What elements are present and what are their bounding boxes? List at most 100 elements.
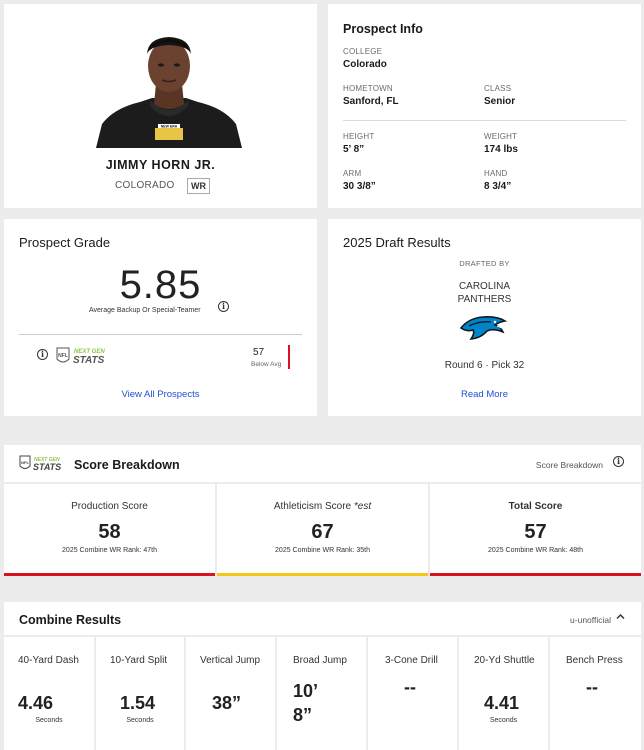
score-label: Production Score	[71, 501, 148, 512]
team-name-line2: PANTHERS	[457, 294, 512, 305]
class-label: CLASS	[484, 84, 512, 93]
ngs-score-bar	[288, 345, 290, 369]
score-value: 58	[98, 521, 121, 543]
svg-text:STATS: STATS	[73, 355, 105, 366]
player-college: COLORADO	[115, 180, 175, 191]
score-bar	[217, 573, 428, 576]
combine-value: 4.46	[18, 693, 54, 713]
combine-item-10-yard-split: 10-Yard Split 1.54 Seconds	[96, 637, 184, 750]
score-rank: 2025 Combine WR Rank: 48th	[488, 547, 583, 554]
athleticism-score-box: Athleticism Score *est 67 2025 Combine W…	[217, 484, 428, 576]
score-value: 67	[311, 521, 334, 543]
hand-label: HAND	[484, 169, 508, 178]
weight-label: WEIGHT	[484, 132, 518, 141]
prospect-info-title: Prospect Info	[343, 22, 423, 36]
view-all-prospects-link[interactable]: View All Prospects	[121, 389, 200, 400]
total-score-box: Total Score 57 2025 Combine WR Rank: 48t…	[430, 484, 641, 576]
combine-item-3-cone-drill: 3-Cone Drill --	[368, 637, 457, 750]
score-breakdown-label[interactable]: Score Breakdown	[535, 460, 603, 470]
panthers-logo-icon	[459, 314, 508, 347]
score-label: Total Score	[508, 501, 563, 512]
combine-value: 38”	[212, 693, 242, 713]
divider	[343, 120, 626, 121]
hometown-value: Sanford, FL	[343, 96, 399, 107]
score-breakdown-header: NFL NEXT GEN STATS Score Breakdown Score…	[4, 445, 641, 482]
college-label: COLLEGE	[343, 47, 383, 56]
height-value: 5’ 8”	[343, 144, 365, 155]
combine-value: --	[404, 677, 416, 697]
player-name: JIMMY HORN JR.	[105, 158, 216, 172]
combine-unit: Seconds	[126, 717, 154, 724]
next-gen-stats-logo: NFL NEXT GEN STATS	[19, 455, 71, 478]
combine-item-bench-press: Bench Press --	[550, 637, 641, 750]
position-badge: WR	[187, 178, 210, 194]
svg-text:NEW ERA: NEW ERA	[161, 125, 178, 129]
combine-value: --	[586, 677, 598, 697]
chevron-up-icon[interactable]	[616, 612, 625, 623]
combine-results-title: Combine Results	[19, 613, 122, 627]
hometown-label: HOMETOWN	[343, 84, 393, 93]
score-label: Athleticism Score *est	[273, 501, 372, 512]
read-more-link[interactable]: Read More	[461, 389, 508, 400]
height-field: HEIGHT 5’ 8”	[343, 132, 374, 155]
combine-label: 40-Yard Dash	[18, 655, 79, 666]
combine-label: 3-Cone Drill	[385, 655, 438, 666]
player-photo: NEW ERA	[92, 28, 246, 148]
combine-item-vertical-jump: Vertical Jump 38”	[186, 637, 275, 750]
svg-text:NEXT GEN: NEXT GEN	[74, 349, 105, 355]
hand-field: HAND 8 3/4”	[484, 169, 511, 192]
draft-results-title: 2025 Draft Results	[343, 235, 451, 250]
hand-value: 8 3/4”	[484, 181, 512, 192]
arm-label: ARM	[343, 169, 362, 178]
next-gen-stats-logo: NFL NEXT GEN STATS	[56, 346, 120, 371]
draft-results-card: 2025 Draft Results DRAFTED BY CAROLINA P…	[328, 219, 641, 416]
combine-label: 20-Yd Shuttle	[474, 655, 535, 666]
class-value: Senior	[484, 96, 516, 107]
ngs-score-value: 57	[253, 347, 265, 358]
ngs-info-icon[interactable]: i	[37, 349, 48, 360]
combine-unit: Seconds	[35, 717, 63, 724]
combine-value: 1.54	[120, 693, 156, 713]
height-label: HEIGHT	[343, 132, 375, 141]
grade-description: Average Backup Or Special-Teamer	[89, 307, 201, 314]
score-breakdown-title: Score Breakdown	[74, 458, 180, 472]
drafted-by-label: DRAFTED BY	[459, 259, 510, 268]
ngs-score-subtext: Below Avg	[251, 361, 282, 368]
arm-field: ARM 30 3/8”	[343, 169, 376, 192]
grade-value: 5.85	[119, 263, 202, 307]
logo-text-2: STATS	[33, 462, 61, 472]
draft-team-name: CAROLINA PANTHERS	[328, 280, 641, 306]
logo-text-1: NEXT GEN	[34, 457, 60, 463]
divider	[19, 334, 302, 335]
weight-value: 174 lbs	[484, 144, 518, 155]
score-value: 57	[524, 521, 547, 543]
combine-item-broad-jump: Broad Jump 10’ 8”	[277, 637, 366, 750]
score-bar	[4, 573, 215, 576]
combine-label: 10-Yard Split	[110, 655, 168, 666]
score-rank: 2025 Combine WR Rank: 47th	[62, 547, 157, 554]
prospect-grade-card: Prospect Grade 5.85 Average Backup Or Sp…	[4, 219, 317, 416]
arm-value: 30 3/8”	[343, 181, 376, 192]
prospect-info-card: Prospect Info COLLEGE Colorado HOMETOWN …	[328, 4, 641, 208]
info-icon[interactable]: i	[218, 301, 229, 312]
score-rank: 2025 Combine WR Rank: 35th	[275, 547, 370, 554]
college-field: COLLEGE Colorado	[343, 47, 387, 70]
combine-label: Bench Press	[566, 655, 623, 666]
production-score-box: Production Score 58 2025 Combine WR Rank…	[4, 484, 215, 576]
prospect-grade-title: Prospect Grade	[19, 235, 111, 250]
svg-text:NFL: NFL	[21, 460, 29, 465]
class-field: CLASS Senior	[484, 84, 515, 107]
player-card: NEW ERA JIMMY HORN JR. COLORADO WR	[4, 4, 317, 208]
hometown-field: HOMETOWN Sanford, FL	[343, 84, 399, 107]
combine-results-header: Combine Results u-unofficial	[4, 602, 641, 635]
score-bar	[430, 573, 641, 576]
college-value: Colorado	[343, 59, 387, 70]
svg-text:NFL: NFL	[58, 353, 68, 359]
info-icon[interactable]: i	[613, 456, 624, 467]
combine-value: 10’ 8”	[293, 681, 318, 725]
draft-pick: Round 6 · Pick 32	[444, 360, 525, 371]
combine-label: Vertical Jump	[200, 655, 261, 666]
weight-field: WEIGHT 174 lbs	[484, 132, 518, 155]
unofficial-legend: u-unofficial	[570, 615, 611, 625]
combine-item-20-yd-shuttle: 20-Yd Shuttle 4.41 Seconds	[459, 637, 548, 750]
